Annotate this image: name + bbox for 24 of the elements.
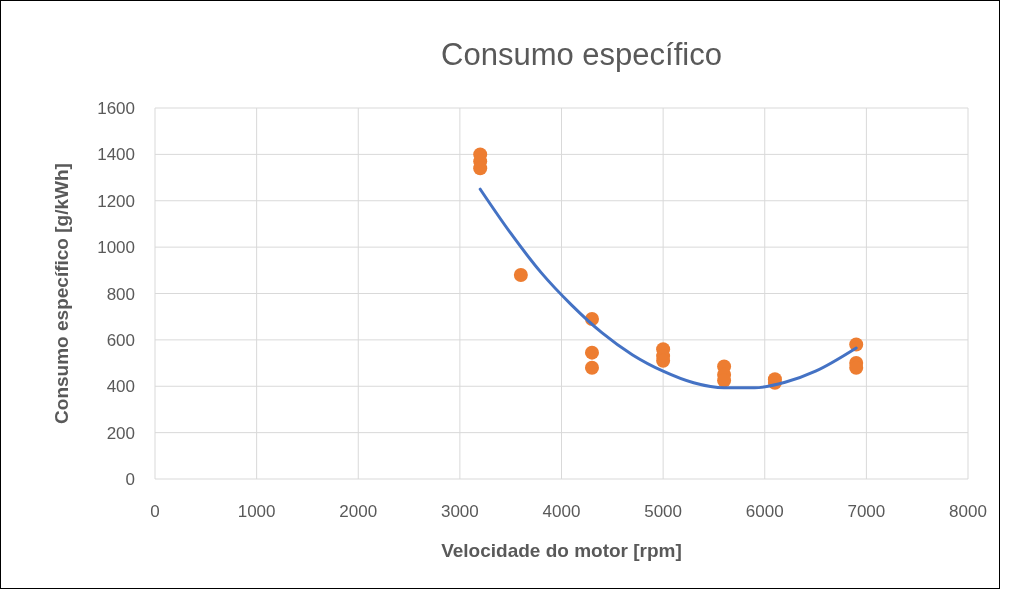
x-tick-label: 8000 [949,502,987,521]
y-tick-label: 1000 [97,238,135,258]
y-tick-label: 0 [125,470,135,489]
x-axis-title: Velocidade do motor [rpm] [441,540,682,561]
point [584,345,599,360]
y-tick-label: 400 [106,377,135,397]
x-tick-label: 3000 [440,502,479,521]
x-tick-label: 7000 [847,502,886,521]
x-tick-label: 4000 [542,502,581,521]
y-tick-label: 1200 [97,191,135,211]
chart-title: Consumo específico [441,37,722,72]
point [513,267,528,282]
y-tick-label: 800 [106,284,135,304]
x-tick-label: 1000 [237,502,276,521]
y-tick-label: 200 [106,423,135,443]
y-tick-label: 1400 [97,145,135,165]
y-axis-title: Consumo específico [g/kWh] [51,163,72,424]
y-tick-label: 600 [106,330,135,350]
y-tick-label: 1600 [97,99,135,118]
x-tick-label: 0 [150,502,160,521]
point [584,360,599,375]
x-tick-label: 2000 [339,502,378,521]
x-tick-label: 5000 [644,502,683,521]
x-tick-label: 6000 [745,502,784,521]
